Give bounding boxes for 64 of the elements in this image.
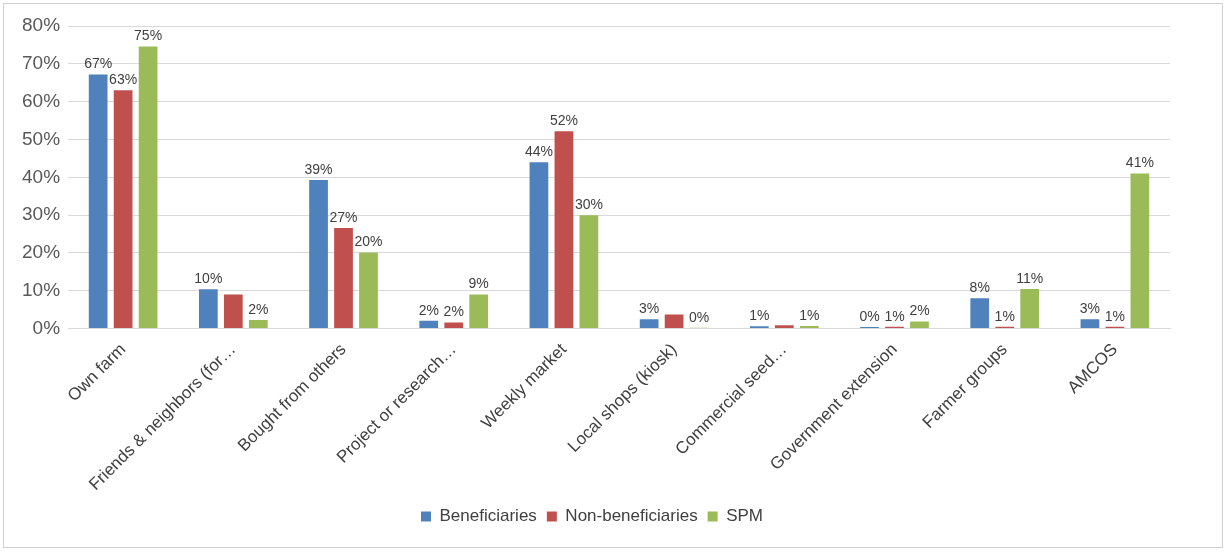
bar: [88, 74, 108, 329]
y-tick-label: 10%: [22, 279, 61, 301]
data-label: 41%: [1125, 154, 1154, 171]
data-label: 9%: [468, 275, 489, 292]
bar: [1080, 319, 1100, 329]
data-label: 8%: [969, 279, 990, 296]
bar: [910, 321, 929, 329]
data-label: 1%: [749, 307, 770, 324]
legend-label: SPM: [726, 506, 763, 526]
legend-label: Non-beneficiaries: [565, 506, 698, 526]
data-label: 30%: [574, 195, 603, 212]
data-label: 2%: [909, 302, 930, 319]
bar: [309, 179, 328, 329]
data-label: 0%: [859, 307, 880, 324]
data-label: 2%: [418, 301, 439, 318]
bar: [1020, 288, 1040, 329]
data-label: 39%: [304, 160, 333, 177]
data-label: 1%: [994, 307, 1015, 324]
data-label: 20%: [354, 233, 383, 250]
bar: [198, 289, 218, 329]
bar: [970, 298, 990, 329]
bar: [1130, 173, 1150, 329]
bar: [419, 320, 439, 329]
data-label: 1%: [884, 307, 905, 324]
data-label: 3%: [639, 300, 660, 317]
data-label: 1%: [1104, 307, 1126, 324]
bar: [223, 294, 243, 329]
data-label: 2%: [248, 300, 269, 317]
bar: [138, 46, 158, 329]
y-tick-label: 0%: [32, 316, 61, 338]
data-label: 67%: [84, 55, 113, 72]
data-label: 75%: [134, 27, 163, 44]
data-label: 44%: [524, 143, 553, 160]
y-tick-label: 20%: [22, 241, 61, 263]
y-tick-label: 80%: [22, 14, 61, 36]
bar: [799, 325, 819, 329]
bar: [113, 90, 133, 329]
legend-label: Beneficiaries: [439, 506, 537, 526]
data-label: 11%: [1016, 269, 1044, 286]
data-label: 0%: [688, 308, 710, 325]
y-tick-label: 30%: [22, 203, 61, 225]
data-label: 63%: [109, 71, 138, 88]
bar: [664, 314, 684, 329]
data-label: 3%: [1079, 300, 1101, 317]
bar: [774, 325, 794, 329]
bar: [529, 162, 549, 329]
data-label: 27%: [329, 208, 358, 225]
x-tick-label: Own farm: [63, 339, 130, 406]
y-tick-label: 50%: [22, 127, 61, 149]
data-label: 10%: [194, 270, 223, 287]
bar: [554, 131, 574, 329]
data-label: 2%: [443, 303, 464, 320]
bar: [359, 252, 378, 329]
y-tick-label: 70%: [22, 52, 61, 74]
y-tick-label: 60%: [22, 89, 61, 111]
bar: [469, 294, 489, 329]
bar: [444, 322, 464, 329]
data-label: 52%: [549, 112, 578, 129]
bar: [639, 319, 659, 329]
y-tick-label: 40%: [22, 165, 61, 187]
data-label: 1%: [799, 306, 820, 323]
bar: [334, 227, 353, 329]
bar: [248, 319, 268, 329]
bar: [579, 215, 599, 329]
